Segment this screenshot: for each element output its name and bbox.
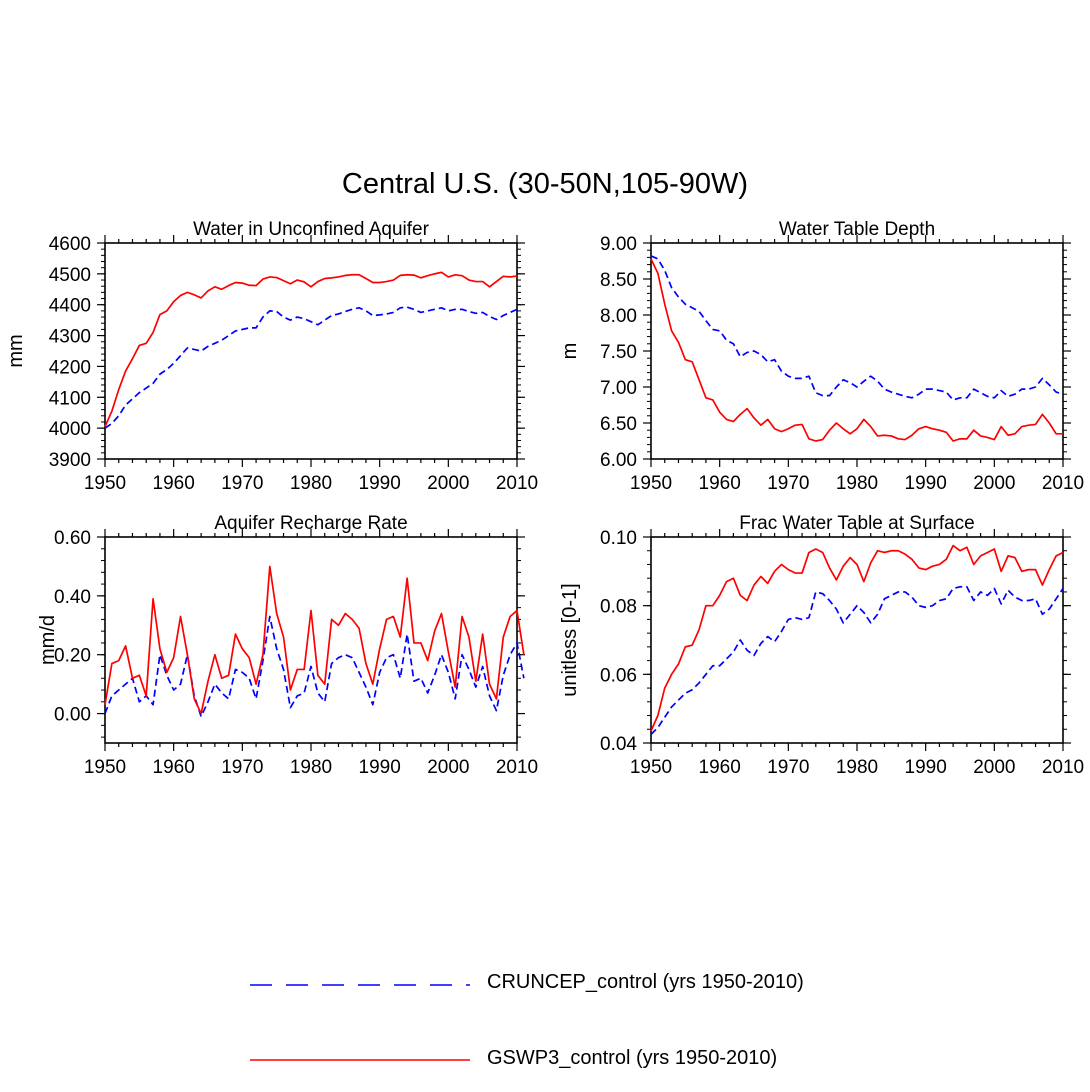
- panel-frac-water-table-at-surface: Frac Water Table at Surface unitless [0-1…: [559, 513, 1084, 778]
- x-tick-label: 1950: [84, 757, 126, 778]
- series-line-cruncep-control: [650, 585, 1064, 736]
- series-line-gswp3-control: [650, 258, 1063, 442]
- x-tick-label: 2010: [496, 473, 538, 494]
- series-line-cruncep-control: [104, 306, 518, 429]
- y-axis-label: mm/d: [37, 615, 59, 665]
- plot-frame: [104, 536, 518, 744]
- x-tick-label: 1980: [836, 473, 878, 494]
- y-tick-label: 0.04: [600, 734, 637, 755]
- x-tick-label: 2000: [427, 757, 469, 778]
- x-tick-label: 1950: [630, 473, 672, 494]
- y-tick-label: 0.10: [600, 528, 637, 549]
- y-tick-label: 6.00: [600, 450, 637, 471]
- y-tick-label: 0.40: [54, 587, 91, 608]
- legend: [250, 984, 470, 1061]
- x-tick-label: 1990: [359, 757, 401, 778]
- y-tick-label: 3900: [49, 450, 91, 471]
- series-line-cruncep-control: [104, 615, 525, 718]
- y-tick-label: 7.50: [600, 342, 637, 363]
- series-line-gswp3-control: [650, 544, 1064, 732]
- x-tick-label: 1960: [699, 757, 741, 778]
- x-tick-label: 2010: [1042, 473, 1084, 494]
- y-axis-label: m: [559, 343, 581, 360]
- x-tick-label: 2000: [427, 473, 469, 494]
- y-tick-label: 4100: [49, 388, 91, 409]
- subplot-title: Water in Unconfined Aquifer: [193, 219, 430, 240]
- x-tick-label: 1950: [630, 757, 672, 778]
- x-tick-label: 1990: [905, 473, 947, 494]
- x-tick-label: 1970: [767, 473, 809, 494]
- x-tick-label: 1970: [221, 473, 263, 494]
- x-tick-label: 1990: [905, 757, 947, 778]
- x-tick-label: 1980: [290, 473, 332, 494]
- legend-label-gswp3: GSWP3_control (yrs 1950-2010): [487, 1047, 778, 1069]
- y-tick-label: 4300: [49, 327, 91, 348]
- y-axis-label: unitless [0-1]: [559, 583, 581, 696]
- series-line-cruncep-control: [650, 255, 1064, 401]
- y-tick-label: 6.50: [600, 414, 637, 435]
- panel-aquifer-recharge-rate: Aquifer Recharge Rate mm/d 1950 1960 1970 198…: [37, 513, 538, 778]
- figure-title: Central U.S. (30-50N,105-90W): [341, 168, 749, 200]
- panel-water-in-unconfined-aquifer: Water in Unconfined Aquifer mm 1950 1960 197…: [5, 219, 538, 494]
- y-tick-label: 0.60: [54, 528, 91, 549]
- x-tick-label: 1960: [153, 473, 195, 494]
- y-tick-label: 4500: [49, 265, 91, 286]
- series-line-gswp3-control: [104, 271, 518, 427]
- x-tick-label: 2000: [973, 757, 1015, 778]
- y-tick-label: 8.50: [600, 270, 637, 291]
- subplot-title: Water Table Depth: [779, 219, 935, 240]
- x-tick-label: 1980: [290, 757, 332, 778]
- x-tick-label: 2000: [973, 473, 1015, 494]
- y-tick-label: 0.00: [54, 705, 91, 726]
- x-tick-label: 2010: [1042, 757, 1084, 778]
- y-tick-label: 7.00: [600, 378, 637, 399]
- y-tick-label: 0.06: [600, 665, 637, 686]
- x-tick-label: 2010: [496, 757, 538, 778]
- legend-label-cruncep: CRUNCEP_control (yrs 1950-2010): [487, 971, 804, 993]
- y-tick-label: 4600: [49, 234, 91, 255]
- x-tick-label: 1960: [699, 473, 741, 494]
- x-tick-label: 1970: [767, 757, 809, 778]
- y-tick-label: 8.00: [600, 306, 637, 327]
- x-tick-label: 1960: [153, 757, 195, 778]
- series-line-gswp3-control: [104, 565, 525, 715]
- x-tick-label: 1990: [359, 473, 401, 494]
- x-tick-label: 1970: [221, 757, 263, 778]
- y-tick-label: 4000: [49, 419, 91, 440]
- y-tick-label: 0.20: [54, 646, 91, 667]
- panel-water-table-depth: Water Table Depth m 1950 1960 1970 1980 1990 20…: [559, 219, 1084, 494]
- x-tick-label: 1950: [84, 473, 126, 494]
- y-tick-label: 4200: [49, 357, 91, 378]
- x-tick-label: 1980: [836, 757, 878, 778]
- plot-frame: [650, 536, 1064, 744]
- subplot-title: Aquifer Recharge Rate: [214, 513, 407, 534]
- y-tick-label: 4400: [49, 296, 91, 317]
- y-tick-label: 0.08: [600, 597, 637, 618]
- y-tick-label: 9.00: [600, 234, 637, 255]
- y-axis-label: mm: [5, 334, 27, 367]
- subplot-title: Frac Water Table at Surface: [739, 513, 975, 534]
